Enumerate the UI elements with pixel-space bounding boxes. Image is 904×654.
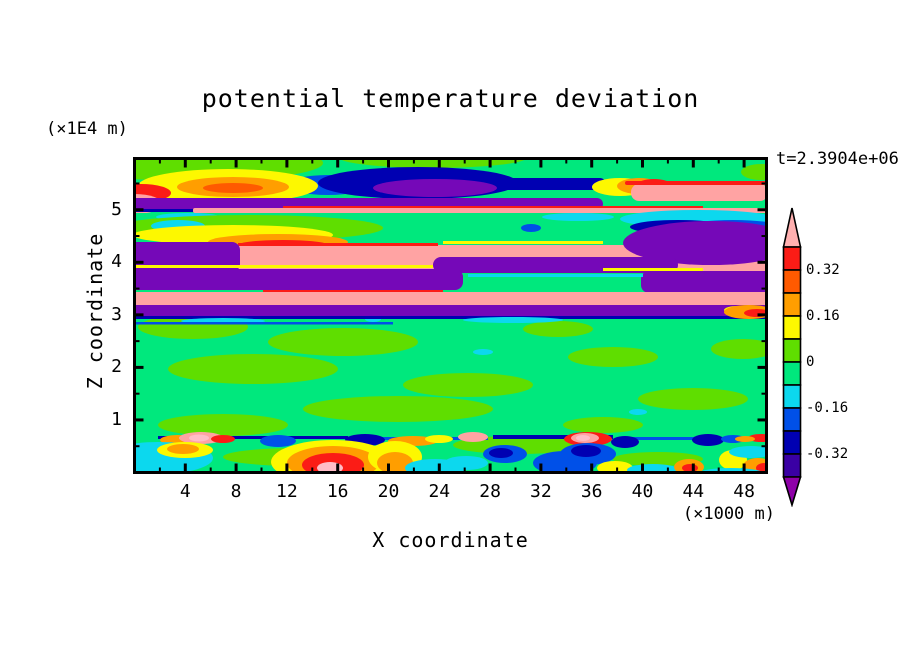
x-tick-label: 8 xyxy=(230,481,242,502)
colorbar-arrow-bottom xyxy=(782,476,802,508)
plot-title: potential temperature deviation xyxy=(201,84,700,113)
colorbar-segment xyxy=(782,315,802,340)
x-tick-label: 28 xyxy=(479,481,501,502)
x-axis-unit-label: (×1000 m) xyxy=(682,504,775,524)
colorbar-segment xyxy=(782,384,802,409)
colorbar-arrow-top xyxy=(782,207,802,248)
plot-frame xyxy=(133,157,768,474)
colorbar-segment xyxy=(782,269,802,294)
x-tick-label: 4 xyxy=(179,481,191,502)
x-tick-label: 12 xyxy=(276,481,298,502)
colorbar-label: -0.32 xyxy=(806,446,849,462)
x-tick-label: 40 xyxy=(631,481,654,502)
x-tick-label: 16 xyxy=(326,481,349,502)
colorbar-segment xyxy=(782,246,802,271)
y-tick-label: 3 xyxy=(111,303,122,325)
x-tick-label: 36 xyxy=(580,481,603,502)
y-tick-label: 5 xyxy=(111,198,122,220)
colorbar-segment xyxy=(782,430,802,455)
x-tick-label: 32 xyxy=(530,481,552,502)
y-tick-label: 2 xyxy=(111,356,122,378)
colorbar-segment xyxy=(782,338,802,363)
colorbar-label: 0 xyxy=(806,354,815,370)
x-tick-label: 20 xyxy=(377,481,400,502)
colorbar-label: -0.16 xyxy=(806,400,849,416)
contour-field xyxy=(133,157,768,474)
y-tick-label: 4 xyxy=(111,251,122,273)
colorbar-scale xyxy=(782,207,802,508)
colorbar-segment xyxy=(782,292,802,317)
contour-plot xyxy=(133,157,768,474)
x-tick-label: 48 xyxy=(733,481,755,502)
x-tick-label: 44 xyxy=(682,481,705,502)
y-tick-label: 1 xyxy=(111,408,122,430)
x-tick-label: 24 xyxy=(428,481,451,502)
colorbar-label: 0.32 xyxy=(806,262,840,278)
x-axis-title: X coordinate xyxy=(372,528,529,552)
colorbar-segment xyxy=(782,407,802,432)
colorbar-label: 0.16 xyxy=(806,308,840,324)
timestamp-label: t=2.3904e+06 xyxy=(776,149,899,169)
y-axis-unit-label: (×1E4 m) xyxy=(46,119,128,139)
colorbar-segment xyxy=(782,361,802,386)
colorbar-segment xyxy=(782,453,802,478)
colorbar xyxy=(782,207,802,508)
